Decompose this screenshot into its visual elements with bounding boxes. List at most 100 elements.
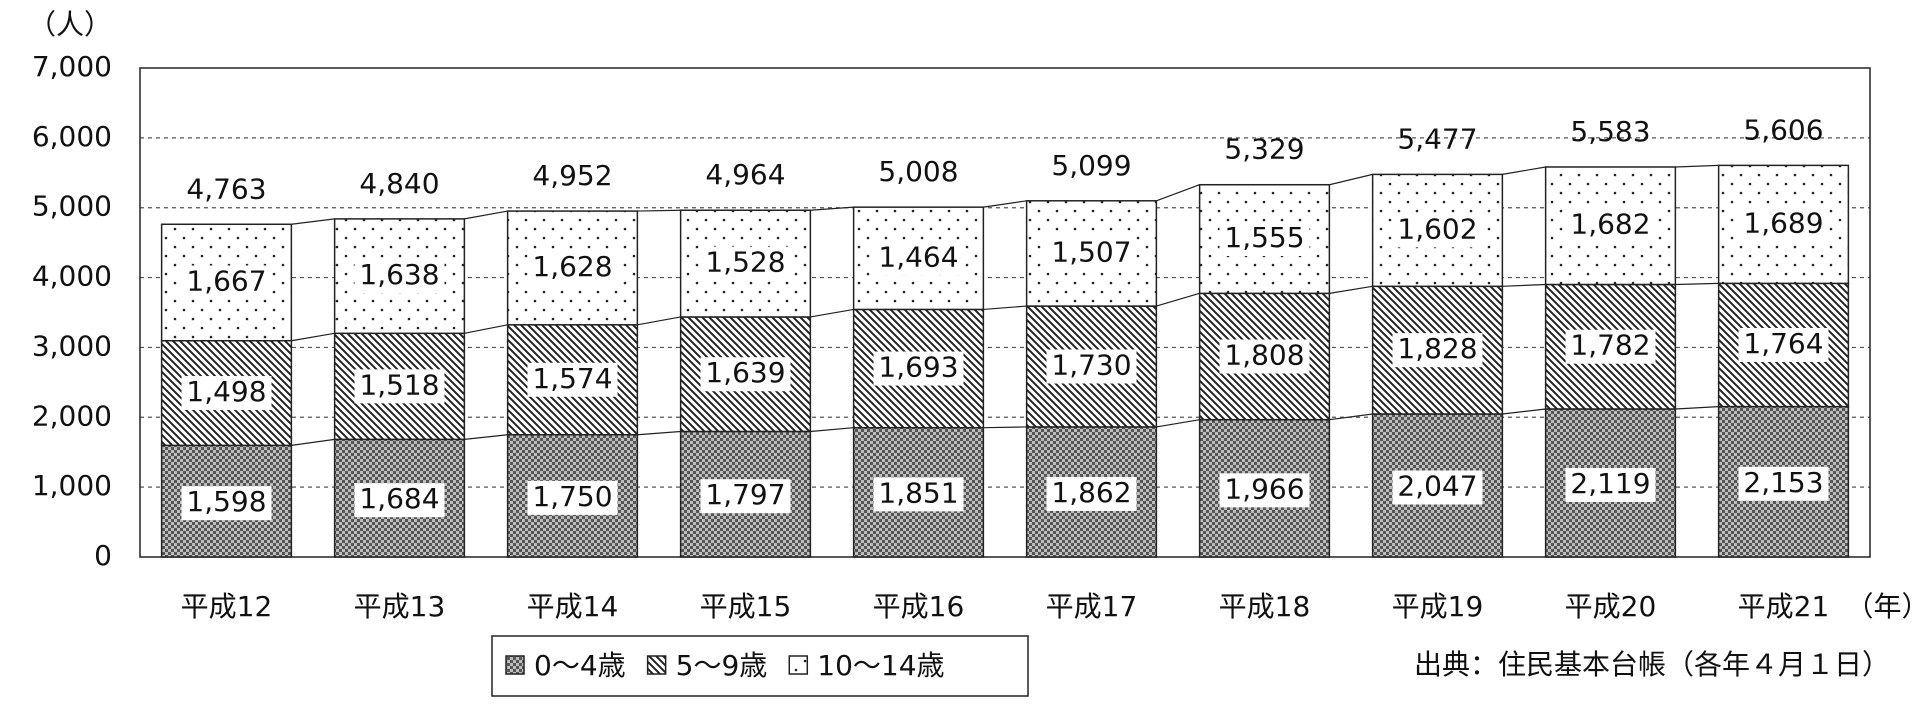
connector bbox=[1502, 283, 1546, 287]
value-label: 1,638 bbox=[359, 258, 439, 291]
label-bg bbox=[181, 376, 272, 411]
x-tick-label: 平成15 bbox=[700, 590, 792, 623]
label-bg bbox=[1565, 467, 1656, 502]
x-tick-label: 平成19 bbox=[1392, 590, 1484, 623]
value-label: 1,528 bbox=[705, 246, 785, 279]
label-bg bbox=[700, 246, 791, 281]
total-label: 4,763 bbox=[186, 172, 266, 205]
connector bbox=[983, 305, 1027, 311]
label-bg bbox=[873, 477, 964, 512]
value-label: 2,047 bbox=[1397, 470, 1477, 503]
x-tick-label: 平成17 bbox=[1046, 590, 1138, 623]
y-tick-label: 2,000 bbox=[32, 399, 112, 432]
x-unit: （年） bbox=[1846, 590, 1919, 623]
connector bbox=[983, 426, 1027, 429]
value-label: 1,684 bbox=[359, 482, 439, 515]
label-bg bbox=[700, 357, 791, 392]
value-label: 1,498 bbox=[186, 375, 266, 408]
label-bg bbox=[527, 480, 618, 515]
x-tick-label: 平成18 bbox=[1219, 590, 1311, 623]
connector bbox=[291, 218, 335, 225]
connector bbox=[464, 324, 508, 334]
legend-box bbox=[491, 635, 1029, 697]
connector bbox=[1675, 164, 1719, 168]
label-bg bbox=[1219, 222, 1310, 257]
connector bbox=[1502, 408, 1546, 415]
total-label: 4,964 bbox=[705, 158, 785, 191]
label-bg bbox=[1392, 470, 1483, 505]
x-tick-label: 平成14 bbox=[527, 590, 619, 623]
value-label: 1,464 bbox=[878, 240, 958, 273]
value-label: 1,808 bbox=[1224, 339, 1304, 372]
value-label: 1,828 bbox=[1397, 332, 1477, 365]
value-label: 1,667 bbox=[186, 264, 266, 297]
value-label: 1,750 bbox=[532, 480, 612, 513]
label-bg bbox=[354, 259, 445, 294]
value-label: 1,507 bbox=[1051, 235, 1131, 268]
label-bg bbox=[1565, 208, 1656, 243]
connector bbox=[810, 206, 854, 211]
y-tick-label: 6,000 bbox=[32, 120, 112, 153]
value-label: 1,797 bbox=[705, 478, 785, 511]
connector bbox=[1329, 285, 1373, 294]
value-label: 1,782 bbox=[1570, 329, 1650, 362]
label-bg bbox=[1738, 466, 1829, 501]
x-tick-label: 平成21 bbox=[1738, 590, 1830, 623]
connector bbox=[1502, 166, 1546, 175]
connector bbox=[1329, 413, 1373, 421]
label-bg bbox=[1046, 236, 1137, 271]
label-bg bbox=[354, 369, 445, 404]
label-bg bbox=[1046, 476, 1137, 511]
label-bg bbox=[354, 483, 445, 518]
total-label: 4,952 bbox=[532, 159, 612, 192]
label-bg bbox=[1565, 329, 1656, 364]
value-label: 1,682 bbox=[1570, 208, 1650, 241]
label-bg bbox=[1738, 207, 1829, 242]
value-label: 1,730 bbox=[1051, 348, 1131, 381]
value-label: 1,574 bbox=[532, 362, 612, 395]
connector bbox=[1329, 173, 1373, 186]
value-label: 1,598 bbox=[186, 485, 266, 518]
legend-label: 10〜14歳 bbox=[817, 649, 944, 682]
label-bg bbox=[700, 479, 791, 514]
connector bbox=[637, 430, 681, 436]
value-label: 1,764 bbox=[1743, 327, 1823, 360]
value-label: 1,628 bbox=[532, 250, 612, 283]
total-label: 5,477 bbox=[1397, 122, 1477, 155]
connector bbox=[810, 308, 854, 318]
legend-swatch bbox=[505, 655, 525, 675]
source-note: 出典：住民基本台帳（各年４月１日） bbox=[1414, 648, 1890, 681]
value-label: 1,639 bbox=[705, 356, 785, 389]
value-label: 1,689 bbox=[1743, 206, 1823, 239]
value-label: 1,966 bbox=[1224, 472, 1304, 505]
plot-frame bbox=[139, 67, 1871, 558]
total-label: 5,008 bbox=[878, 155, 958, 188]
connector bbox=[1156, 419, 1200, 428]
y-tick-label: 1,000 bbox=[32, 469, 112, 502]
value-label: 1,851 bbox=[878, 476, 958, 509]
connector bbox=[983, 200, 1027, 208]
connector bbox=[291, 332, 335, 342]
connector bbox=[1675, 282, 1719, 286]
connector bbox=[1156, 292, 1200, 307]
total-label: 5,099 bbox=[1051, 149, 1131, 182]
connector bbox=[464, 210, 508, 220]
y-tick-label: 7,000 bbox=[32, 50, 112, 83]
y-tick-label: 4,000 bbox=[32, 260, 112, 293]
y-tick-label: 0 bbox=[94, 539, 112, 572]
connector bbox=[464, 434, 508, 440]
label-bg bbox=[527, 250, 618, 285]
legend-label: 5〜9歳 bbox=[676, 649, 768, 682]
x-tick-label: 平成16 bbox=[873, 590, 965, 623]
legend-swatch bbox=[788, 655, 809, 675]
legend-swatch bbox=[646, 655, 667, 675]
connector bbox=[291, 438, 335, 446]
total-label: 4,840 bbox=[359, 167, 439, 200]
value-label: 1,693 bbox=[878, 351, 958, 384]
connector bbox=[637, 316, 681, 326]
label-bg bbox=[1219, 339, 1310, 374]
label-bg bbox=[873, 351, 964, 386]
x-tick-label: 平成13 bbox=[354, 590, 446, 623]
label-bg bbox=[873, 241, 964, 276]
